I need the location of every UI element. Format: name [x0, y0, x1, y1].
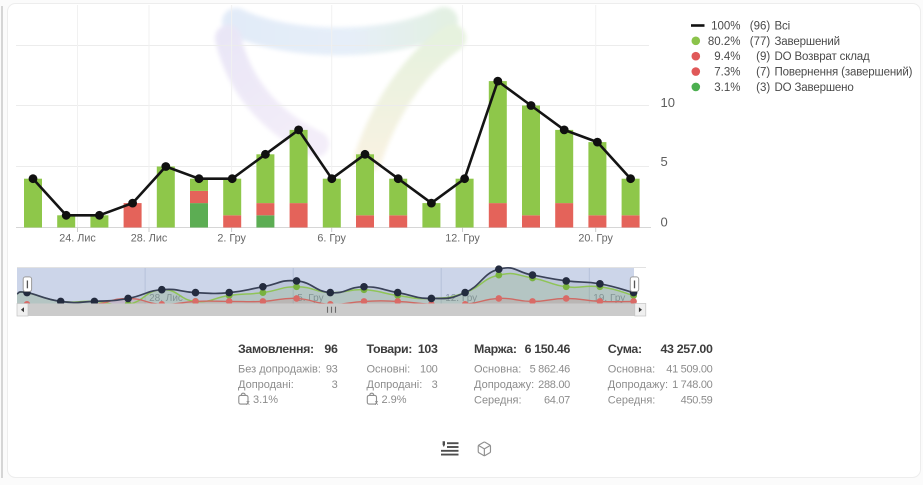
- svg-text:5. Гру: 5. Гру: [297, 293, 323, 304]
- svg-text:(96): (96): [750, 21, 771, 33]
- svg-text:Замовлення:: Замовлення:: [238, 342, 314, 356]
- svg-text:Повернення (завершений): Повернення (завершений): [775, 67, 913, 79]
- svg-text:Сума:: Сума:: [608, 342, 642, 356]
- svg-text:(3): (3): [756, 82, 770, 94]
- svg-text:3: 3: [332, 379, 338, 391]
- svg-text:Основна:: Основна:: [474, 363, 521, 375]
- svg-text:Без допродажів:: Без допродажів:: [238, 363, 321, 375]
- svg-text:28. Лис: 28. Лис: [149, 293, 183, 304]
- svg-text:Всі: Всі: [775, 21, 791, 33]
- svg-text:80.2%: 80.2%: [708, 36, 741, 48]
- svg-text:x: x: [375, 400, 379, 407]
- svg-text:(77): (77): [750, 36, 771, 48]
- svg-text:19. Гру: 19. Гру: [593, 293, 625, 304]
- svg-text:100%: 100%: [711, 21, 740, 33]
- svg-text:Середня:: Середня:: [474, 394, 522, 406]
- svg-text:2. Гру: 2. Гру: [217, 233, 246, 245]
- svg-text:41 509.00: 41 509.00: [666, 363, 712, 375]
- svg-text:5 862.46: 5 862.46: [530, 363, 571, 375]
- svg-text:100: 100: [420, 363, 438, 375]
- svg-text:(7): (7): [756, 67, 770, 79]
- svg-text:10: 10: [661, 95, 675, 110]
- svg-text:64.07: 64.07: [544, 394, 570, 406]
- svg-text:5: 5: [661, 154, 668, 169]
- svg-text:24. Лис: 24. Лис: [59, 233, 96, 245]
- svg-text:288.00: 288.00: [538, 379, 570, 391]
- svg-text:(9): (9): [756, 51, 770, 63]
- svg-text:0: 0: [661, 215, 668, 230]
- svg-text:43 257.00: 43 257.00: [661, 342, 713, 356]
- svg-text:2.9%: 2.9%: [382, 394, 407, 406]
- svg-text:Допродажу:: Допродажу:: [608, 379, 668, 391]
- svg-text:3: 3: [432, 379, 438, 391]
- svg-text:Допродані:: Допродані:: [238, 379, 294, 391]
- svg-text:3.1%: 3.1%: [253, 394, 278, 406]
- svg-text:6 150.46: 6 150.46: [525, 342, 571, 356]
- svg-text:Товари:: Товари:: [367, 342, 413, 356]
- svg-text:12. Гру: 12. Гру: [445, 293, 477, 304]
- svg-text:Допродані:: Допродані:: [367, 379, 423, 391]
- svg-text:Основні:: Основні:: [367, 363, 411, 375]
- svg-text:12. Гру: 12. Гру: [445, 233, 480, 245]
- svg-text:103: 103: [418, 342, 438, 356]
- svg-text:Маржа:: Маржа:: [474, 342, 517, 356]
- svg-text:20. Гру: 20. Гру: [578, 233, 613, 245]
- svg-text:DO Завершено: DO Завершено: [775, 82, 854, 94]
- svg-text:3.1%: 3.1%: [714, 82, 740, 94]
- svg-text:96: 96: [324, 342, 338, 356]
- svg-text:Основна:: Основна:: [608, 363, 655, 375]
- svg-text:6. Гру: 6. Гру: [317, 233, 346, 245]
- svg-text:450.59: 450.59: [681, 394, 713, 406]
- svg-text:Допродажу:: Допродажу:: [474, 379, 534, 391]
- svg-text:7.3%: 7.3%: [714, 67, 740, 79]
- svg-text:1 748.00: 1 748.00: [672, 379, 713, 391]
- svg-text:28. Лис: 28. Лис: [131, 233, 168, 245]
- svg-text:Середня:: Середня:: [608, 394, 656, 406]
- svg-text:Завершений: Завершений: [775, 36, 840, 48]
- svg-text:DO Возврат склад: DO Возврат склад: [775, 51, 871, 63]
- svg-text:x: x: [246, 400, 250, 407]
- svg-text:9.4%: 9.4%: [714, 51, 740, 63]
- svg-text:93: 93: [326, 363, 338, 375]
